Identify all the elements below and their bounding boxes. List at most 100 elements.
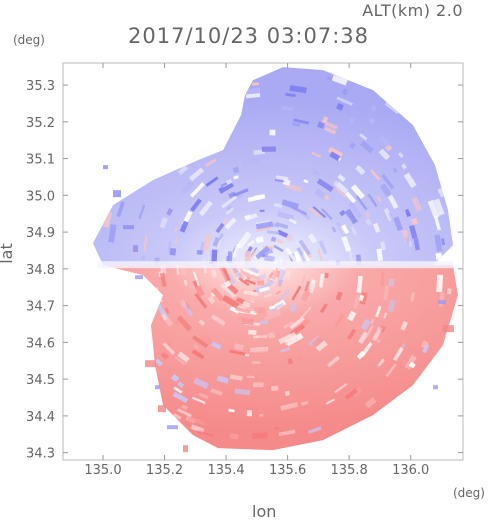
receding-cell [154,358,163,367]
receding-cell [285,390,291,396]
y-tick-label: 35.0 [26,189,55,204]
receding-cell [223,280,232,288]
approaching-cell [226,205,233,211]
receding-cell [210,341,222,350]
receding-cell [347,310,357,322]
receding-cell [229,349,247,356]
x-tick-label: 135.0 [84,463,121,478]
receding-cell [97,299,102,306]
receding-cell [190,424,205,434]
approaching-cell [202,233,212,252]
receding-cell [352,294,361,309]
approaching-cell [405,212,412,218]
approaching-cell [298,239,311,256]
approaching-cell [232,166,240,174]
approaching-cell [427,199,440,219]
receding-cell [161,313,168,321]
approaching-cell [205,67,214,69]
receding-cell [379,429,388,438]
approaching-cell [282,179,291,186]
approaching-cell [177,165,189,176]
approaching-cell [388,211,395,222]
receding-cell [294,354,304,362]
receding-cell [174,355,186,366]
receding-cell [228,408,235,413]
receding-cell [344,388,359,400]
approaching-cell [194,122,205,130]
approaching-cell [176,149,183,156]
approaching-cell [367,193,378,208]
approaching-cell [276,238,284,245]
receding-cell [359,294,365,302]
approaching-cell [276,229,289,238]
approaching-cell [233,175,239,180]
approaching-cell [264,254,276,263]
approaching-cell [331,74,348,86]
receding-cell [170,373,180,383]
receding-cell [359,291,368,305]
approaching-cell [347,248,354,263]
receding-cell [246,410,253,417]
receding-cell [268,332,276,339]
approaching-cell [285,233,294,242]
approaching-cell [103,211,113,228]
approaching-cell [348,117,355,124]
receding-cell [334,382,348,394]
receding-cell [196,270,207,288]
approaching-cell [93,214,96,229]
approaching-cell [227,251,233,264]
approaching-region [93,67,453,266]
receding-cell [369,318,375,325]
receding-cell [235,296,245,305]
approaching-cell [225,207,234,215]
receding-cell [315,340,328,352]
receding-cell [269,302,285,313]
receding-cell [142,283,149,299]
receding-cell [244,278,256,286]
approaching-cell [312,170,321,177]
approaching-cell [220,181,228,188]
y-tick-label: 35.1 [26,153,55,168]
receding-cell [64,296,68,307]
y-tick-label: 34.9 [26,226,55,241]
receding-cell [280,401,299,411]
approaching-cell [292,122,301,127]
approaching-cell [403,172,417,189]
receding-cell [235,306,251,314]
approaching-cell [372,222,381,233]
y-tick-label: 34.7 [26,300,55,315]
x-axis: 135.0 135.2 135.4 135.6 135.8 136.0 [84,63,429,478]
approaching-cell [355,164,366,176]
receding-cell [420,340,429,349]
receding-cell [229,306,240,314]
receding-cell [269,269,279,281]
outlier-speck [133,245,138,253]
y-unit-label: (deg) [13,33,45,47]
receding-cell [138,328,153,346]
approaching-cell [378,135,390,146]
approaching-cell [433,215,441,231]
approaching-cell [281,106,294,111]
receding-cell [258,286,271,293]
receding-cell [291,285,302,301]
altitude-label: ALT(km) 2.0 [362,1,463,20]
approaching-cell [331,226,337,233]
receding-cell [280,347,291,353]
approaching-cell [321,208,333,221]
receding-cell [254,307,266,314]
approaching-cell [124,182,132,193]
approaching-cell [387,194,399,209]
approaching-cell [270,236,277,243]
receding-cell [289,305,298,314]
approaching-cell [314,188,327,200]
approaching-cell [240,245,249,255]
outlier-speck [103,165,108,170]
approaching-cell [379,183,392,197]
approaching-cell [369,169,381,181]
x-tick-label: 135.4 [207,463,244,478]
approaching-cell [337,174,346,182]
receding-cell [278,429,296,437]
approaching-cell [359,133,368,141]
receding-cell [259,413,264,417]
approaching-cell [384,100,401,115]
